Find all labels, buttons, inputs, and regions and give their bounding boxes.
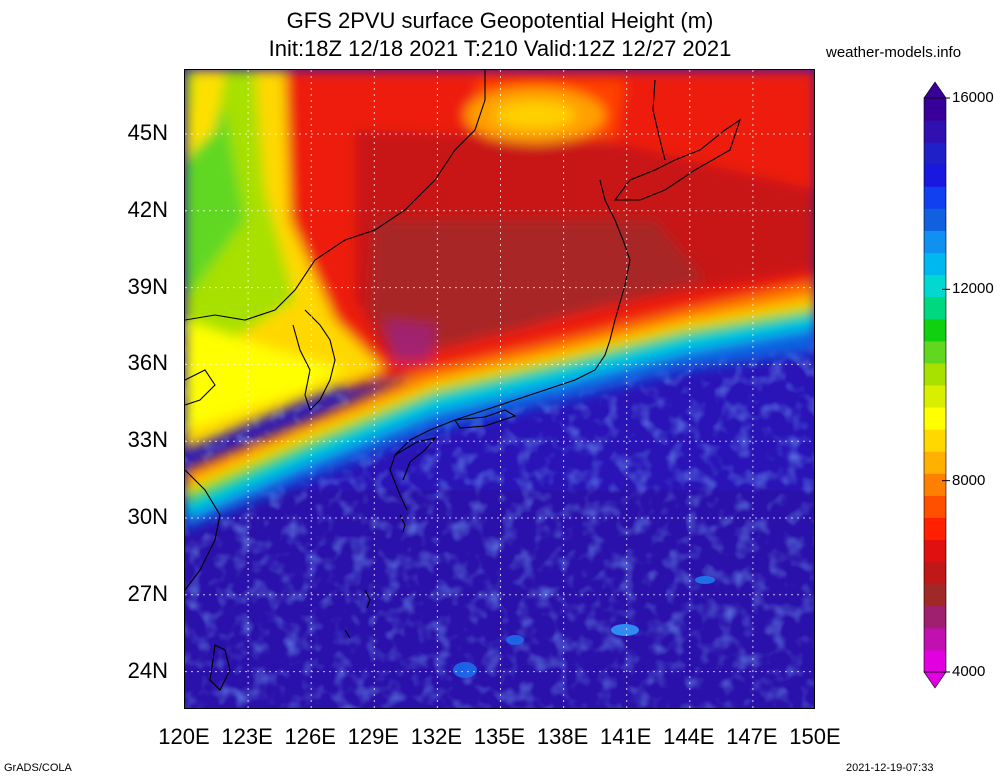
colorbar-label-0: 16000: [952, 89, 994, 106]
colorbar-segment-5: [924, 539, 946, 563]
lon-label-10: 150E: [789, 724, 841, 749]
colorbar-segment-21: [924, 186, 946, 209]
colorbar-segment-16: [924, 296, 946, 320]
colorbar-segment-15: [924, 318, 946, 342]
colorbar-segment-25: [924, 98, 946, 121]
colorbar-segment-18: [924, 252, 946, 276]
lon-label-8: 144E: [663, 724, 715, 749]
colorbar-segment-24: [924, 120, 946, 143]
colorbar: [923, 81, 950, 689]
lon-label-1: 123E: [221, 724, 273, 749]
colorbar-label-1: 12000: [952, 280, 994, 298]
colorbar-frame: [923, 97, 947, 673]
colorbar-segment-0: [924, 649, 946, 673]
lat-label-7: 24N: [127, 657, 168, 683]
colorbar-segment-1: [924, 627, 946, 651]
chart-subtitle: Init:18Z 12/18 2021 T:210 Valid:12Z 12/2…: [268, 36, 732, 61]
lon-label-3: 129E: [347, 724, 399, 749]
lon-label-6: 138E: [536, 724, 589, 749]
lon-label-7: 141E: [599, 724, 652, 749]
lat-label-2: 39N: [127, 273, 168, 299]
lon-label-9: 147E: [726, 724, 778, 749]
colorbar-segment-7: [924, 495, 946, 518]
colorbar-segment-14: [924, 340, 946, 364]
colorbar-segment-12: [924, 385, 946, 408]
colorbar-segment-13: [924, 362, 946, 386]
colorbar-segment-8: [924, 473, 946, 496]
colorbar-segment-9: [924, 451, 946, 474]
chart-title: GFS 2PVU surface Geopotential Height (m): [286, 8, 714, 33]
colorbar-segment-20: [924, 208, 946, 231]
colorbar-segment-17: [924, 274, 946, 298]
lon-label-0: 120E: [158, 724, 210, 749]
colorbar-segment-22: [924, 164, 946, 187]
colorbar-segment-2: [924, 605, 946, 629]
colorbar-min-arrow: [923, 671, 947, 689]
lon-label-4: 132E: [410, 724, 463, 749]
lat-label-6: 27N: [127, 580, 168, 606]
colorbar-segment-19: [924, 230, 946, 254]
colorbar-segment-23: [924, 142, 946, 165]
lat-label-1: 42N: [127, 196, 168, 222]
colorbar-label-3: 4000: [952, 663, 986, 680]
lat-label-3: 36N: [127, 350, 168, 376]
lat-label-4: 33N: [127, 427, 168, 453]
footer-timestamp: 2021-12-19-07:33: [846, 762, 934, 774]
colorbar-segment-4: [924, 561, 946, 585]
map-panel: [184, 69, 815, 709]
colorbar-segment-6: [924, 517, 946, 541]
lon-label-2: 126E: [284, 724, 336, 749]
colorbar-segment-11: [924, 407, 946, 430]
height-field: [185, 70, 814, 708]
lon-label-5: 135E: [473, 724, 526, 749]
colorbar-label-2: 8000: [952, 471, 986, 489]
colorbar-max-arrow: [923, 81, 947, 99]
site-credit: weather-models.info: [826, 44, 962, 61]
colorbar-segment-10: [924, 429, 946, 452]
footer-software: GrADS/COLA: [4, 762, 72, 774]
lat-label-0: 45N: [127, 120, 168, 145]
lat-label-5: 30N: [127, 504, 168, 529]
colorbar-segment-3: [924, 583, 946, 607]
map-svg: [185, 70, 814, 708]
grid-lines: [185, 70, 814, 708]
